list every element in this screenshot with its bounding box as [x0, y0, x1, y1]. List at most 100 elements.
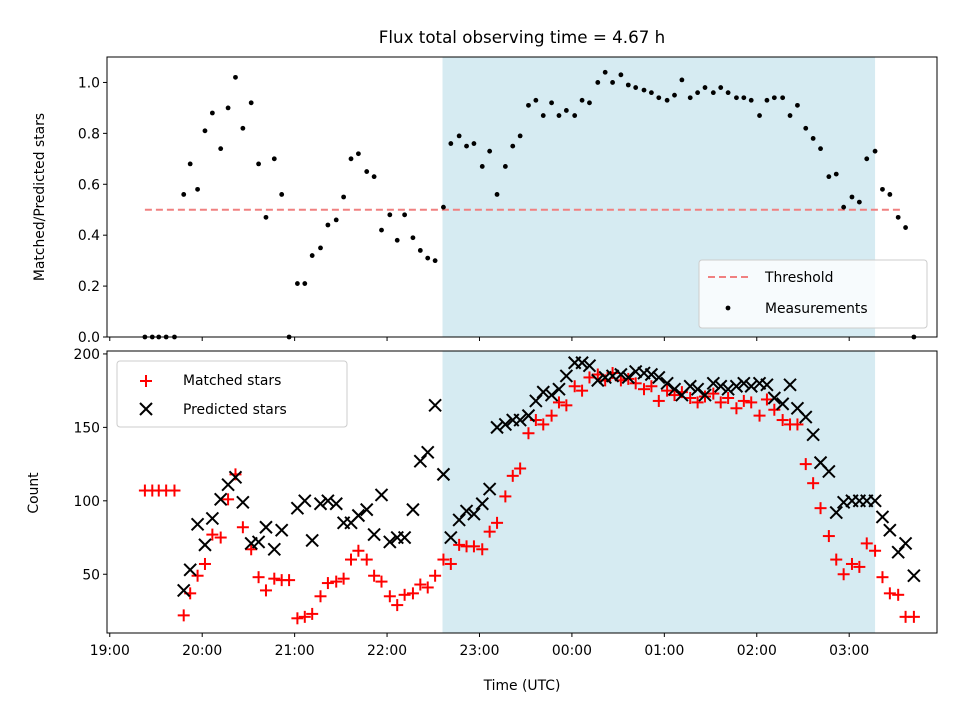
- predicted-stars-point: [205, 511, 220, 526]
- measurements-point: [595, 80, 601, 85]
- measurements-point: [602, 69, 608, 75]
- top-y-tick-label: 1.0: [78, 75, 100, 91]
- matched-stars-point: [321, 577, 334, 590]
- predicted-stars-point: [298, 494, 312, 508]
- bottom-y-axis-label: Count: [26, 472, 42, 514]
- matched-stars-point: [776, 414, 789, 427]
- measurements-point: [279, 192, 285, 197]
- measurements-point: [487, 148, 493, 154]
- predicted-stars-point-stroke-b: [529, 394, 543, 408]
- predicted-stars-point-stroke-b: [605, 369, 620, 383]
- x-tick-label: 20:00: [182, 643, 222, 659]
- predicted-stars-point: [213, 492, 228, 507]
- predicted-stars-point-stroke-b: [591, 373, 605, 388]
- matched-stars-point: [691, 396, 704, 409]
- matched-stars-point: [652, 394, 665, 407]
- predicted-stars-point-stroke-b: [228, 470, 243, 485]
- measurements-point: [387, 212, 393, 218]
- measurements-point: [195, 186, 200, 192]
- predicted-stars-point-stroke-b: [652, 370, 666, 385]
- measurements-point: [402, 212, 408, 218]
- predicted-stars-point-stroke-b: [660, 376, 674, 391]
- predicted-stars-point: [406, 502, 420, 517]
- predicted-stars-point-stroke-b: [690, 382, 705, 396]
- matched-stars-point: [822, 530, 835, 543]
- measurements-point: [325, 222, 331, 228]
- predicted-stars-point: [313, 497, 328, 511]
- predicted-stars-point-stroke-b: [482, 482, 497, 496]
- measurements-point: [410, 235, 416, 241]
- matched-stars-point: [337, 572, 350, 585]
- matched-stars-point: [830, 553, 843, 566]
- measurements-point: [240, 125, 246, 131]
- predicted-stars-point: [721, 382, 735, 396]
- measurements-point: [333, 217, 339, 223]
- matched-stars-point: [745, 396, 758, 409]
- predicted-stars-point-stroke-b: [813, 455, 828, 470]
- matched-stars-point: [345, 553, 358, 566]
- matched-stars-point: [206, 528, 219, 541]
- x-tick-label: 03:00: [829, 643, 869, 659]
- top-plot-area: [142, 69, 917, 340]
- predicted-stars-point-stroke-b: [544, 388, 559, 402]
- measurements-point: [610, 80, 615, 85]
- predicted-stars-point: [536, 385, 550, 399]
- measurements-point: [648, 90, 654, 96]
- measurements-point: [803, 125, 809, 131]
- predicted-stars-point-stroke-b: [498, 417, 513, 432]
- predicted-stars-point: [621, 370, 635, 385]
- threshold-legend-label: Threshold: [764, 270, 833, 286]
- matched-stars-point: [252, 571, 265, 584]
- measurements-point: [787, 113, 793, 118]
- matched-stars-point: [467, 540, 480, 553]
- predicted-stars-point: [521, 408, 536, 423]
- matched-stars-point: [414, 578, 427, 591]
- predicted-stars-point-stroke-b: [614, 367, 628, 382]
- predicted-stars-point: [397, 530, 412, 545]
- measurements-point: [209, 110, 215, 116]
- matched-stars-point: [236, 521, 249, 534]
- matched-stars-point: [330, 575, 343, 588]
- predicted-stars-point: [714, 379, 728, 393]
- predicted-stars-point: [498, 417, 513, 432]
- matched-stars-point: [421, 581, 434, 594]
- predicted-stars-point-stroke-b: [397, 530, 412, 545]
- predicted-stars-point: [374, 488, 389, 502]
- predicted-legend-marker: [139, 402, 153, 416]
- predicted-stars-point: [829, 505, 843, 520]
- measurements-point: [887, 192, 893, 197]
- predicted-stars-point-stroke-b: [891, 545, 905, 559]
- predicted-stars-point-stroke-b: [714, 379, 728, 393]
- measurements-point: [818, 146, 823, 152]
- predicted-stars-point: [767, 391, 782, 405]
- predicted-stars-point: [482, 482, 497, 496]
- predicted-stars-point: [444, 530, 458, 545]
- predicted-stars-point-stroke-b: [274, 523, 289, 537]
- measurements-point: [679, 77, 685, 83]
- matched-stars-point: [298, 610, 311, 623]
- measurements-point: [394, 237, 400, 243]
- predicted-stars-point-stroke-b: [367, 527, 381, 542]
- matched-stars-point: [259, 584, 272, 597]
- predicted-stars-point: [706, 376, 721, 391]
- matched-stars-point: [214, 531, 227, 544]
- matched-stars-point: [560, 399, 573, 412]
- predicted-stars-point: [559, 369, 574, 383]
- measurements-point: [741, 95, 747, 101]
- predicted-stars-point-stroke-b: [582, 358, 597, 373]
- predicted-stars-point-stroke-b: [213, 492, 228, 507]
- matched-stars-point: [406, 587, 419, 600]
- matched-stars-point: [876, 571, 889, 584]
- matched-stars-point: [760, 393, 773, 406]
- matched-stars-point: [391, 599, 404, 612]
- matched-stars-point: [514, 462, 527, 475]
- predicted-stars-point-stroke-b: [513, 413, 527, 427]
- predicted-stars-point: [475, 497, 489, 511]
- predicted-stars-point: [799, 410, 813, 424]
- measurements-point: [502, 164, 508, 169]
- matched-stars-point: [730, 402, 743, 415]
- predicted-stars-point: [367, 527, 381, 542]
- measurements-legend-label: Measurements: [765, 301, 868, 317]
- measurements-point: [471, 141, 477, 146]
